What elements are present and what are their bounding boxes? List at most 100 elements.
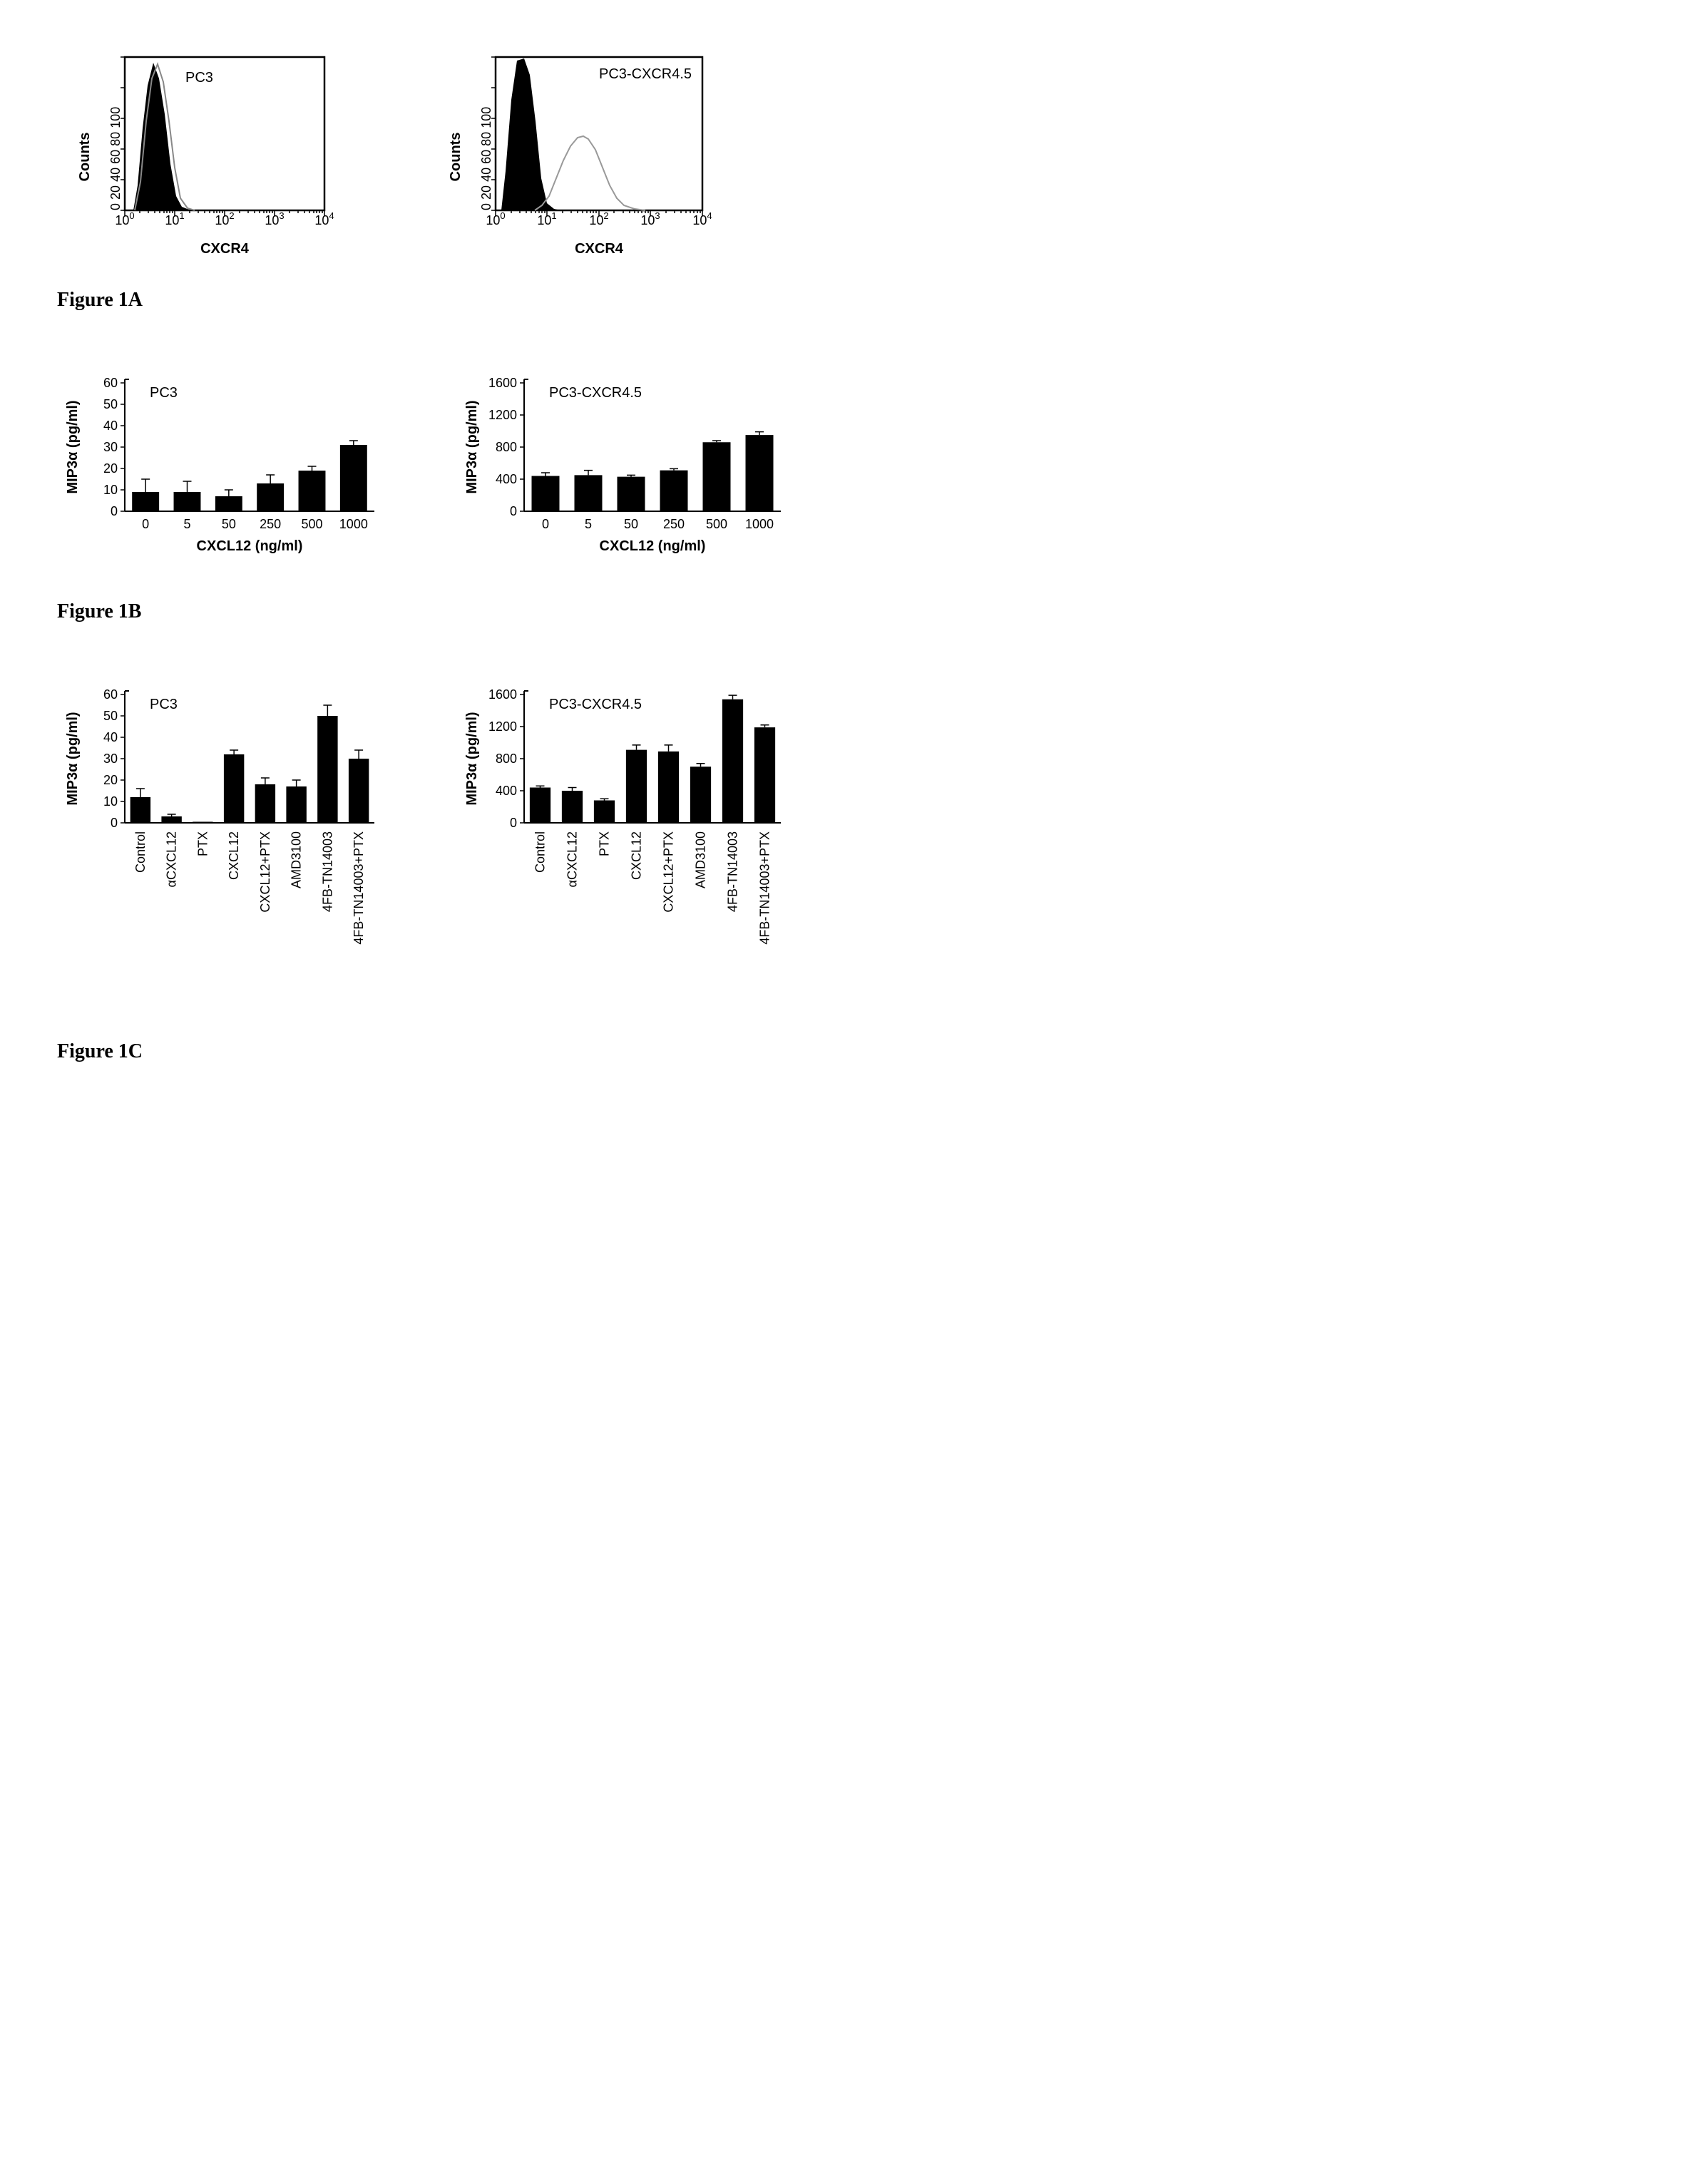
svg-text:0 20 40 60 80 100: 0 20 40 60 80 100: [108, 107, 123, 210]
svg-text:CXCL12: CXCL12: [630, 831, 644, 880]
figure-1b-row: 010203040506005502505001000MIP3α (pg/ml)…: [57, 369, 1633, 586]
svg-text:AMD3100: AMD3100: [694, 831, 708, 888]
bar-chart-pc3-cxcr4-treatments: 0 400 800 1200 1600 Control αCXCL12 PTX CXCL12 CX…: [456, 680, 792, 1022]
figure-1b-label: Figure 1B: [57, 600, 1633, 623]
svg-text:αCXCL12: αCXCL12: [565, 831, 580, 887]
svg-text:50: 50: [103, 397, 118, 411]
svg-text:50: 50: [103, 709, 118, 723]
svg-text:250: 250: [663, 517, 685, 531]
svg-text:1600: 1600: [488, 687, 517, 702]
figure-1a-row: PC3 0 20 40 60 80 100 Counts 100 101 102…: [57, 43, 1633, 275]
svg-text:PTX: PTX: [598, 831, 612, 856]
figure-1c-right-panel: 0 400 800 1200 1600 Control αCXCL12 PTX CXCL12 CX…: [456, 680, 792, 1026]
svg-text:30: 30: [103, 440, 118, 454]
figure-1a-label: Figure 1A: [57, 289, 1633, 312]
svg-text:4FB-TN14003: 4FB-TN14003: [320, 831, 334, 912]
svg-text:Control: Control: [533, 831, 548, 873]
svg-text:0: 0: [542, 517, 549, 531]
svg-text:PC3-CXCR4.5: PC3-CXCR4.5: [549, 385, 642, 401]
figure-1b-left-panel: 0 10 20 30 40 50 60 0 5 50 250 500 1000 MIP3α (pg/ml)…: [57, 369, 385, 586]
svg-text:400: 400: [496, 472, 517, 486]
svg-text:103: 103: [640, 210, 660, 227]
svg-text:500: 500: [706, 517, 727, 531]
svg-text:5: 5: [183, 517, 190, 531]
svg-text:MIP3α (pg/ml): MIP3α (pg/ml): [65, 400, 81, 493]
svg-text:MIP3α (pg/ml): MIP3α (pg/ml): [65, 712, 81, 805]
histogram-pc3: PC3 0 20 40 60 80 100 Counts 100 101 102…: [57, 43, 357, 271]
svg-text:1200: 1200: [488, 408, 517, 422]
svg-text:CXCL12+PTX: CXCL12+PTX: [258, 831, 272, 913]
svg-text:0: 0: [142, 517, 149, 531]
svg-text:101: 101: [165, 210, 184, 227]
svg-text:PC3: PC3: [150, 385, 178, 401]
histogram-title: PC3-CXCR4.5: [599, 66, 692, 82]
svg-text:MIP3α (pg/ml): MIP3α (pg/ml): [464, 400, 480, 493]
svg-text:0: 0: [111, 504, 118, 518]
svg-text:4FB-TN14003: 4FB-TN14003: [726, 831, 740, 912]
svg-text:40: 40: [103, 419, 118, 433]
figure-1c-label: Figure 1C: [57, 1040, 1633, 1063]
svg-text:CXCL12: CXCL12: [227, 831, 241, 880]
svg-text:50: 50: [624, 517, 638, 531]
histogram-title: PC3: [185, 70, 213, 86]
bar-chart-pc3-cxcr4: 0 400 800 1200 1600 0 5 50 250 500 1000 MIP3α (pg/m…: [456, 369, 792, 583]
svg-text:100: 100: [486, 210, 505, 227]
svg-text:103: 103: [265, 210, 284, 227]
svg-text:20: 20: [103, 773, 118, 787]
svg-text:100: 100: [115, 210, 134, 227]
figure-1a-left-panel: PC3 0 20 40 60 80 100 Counts 100 101 102…: [57, 43, 357, 275]
svg-text:CXCL12 (ng/ml): CXCL12 (ng/ml): [600, 538, 706, 554]
svg-text:102: 102: [589, 210, 608, 227]
svg-text:800: 800: [496, 752, 517, 766]
svg-text:60: 60: [103, 376, 118, 390]
svg-text:PTX: PTX: [195, 831, 210, 856]
y-tick-labels: 0 20 40 60 80 100: [108, 107, 123, 210]
svg-text:4FB-TN14003+PTX: 4FB-TN14003+PTX: [352, 831, 366, 945]
svg-text:1000: 1000: [745, 517, 774, 531]
svg-text:50: 50: [222, 517, 236, 531]
svg-text:104: 104: [692, 210, 712, 227]
svg-text:20: 20: [103, 461, 118, 476]
figure-1c-left-panel: 0 10 20 30 40 50 60 Control αCXCL12 PTX CXCL12 CXCL…: [57, 680, 385, 1026]
svg-text:αCXCL12: αCXCL12: [165, 831, 179, 887]
y-axis-label: Counts: [448, 133, 464, 182]
figure-1a-right-panel: PC3-CXCR4.5 0 20 40 60 80 100 Counts 100…: [428, 43, 734, 275]
svg-text:MIP3α (pg/ml): MIP3α (pg/ml): [464, 712, 480, 805]
svg-text:0: 0: [111, 816, 118, 830]
y-axis-label: Counts: [77, 133, 93, 182]
svg-text:10: 10: [103, 483, 118, 497]
svg-text:PC3-CXCR4.5: PC3-CXCR4.5: [549, 697, 642, 712]
svg-text:104: 104: [314, 210, 334, 227]
svg-text:PC3: PC3: [150, 697, 178, 712]
bar-chart-pc3: 0 10 20 30 40 50 60 0 5 50 250 500 1000 MIP3α (pg/ml)…: [57, 369, 385, 583]
x-axis-label: CXCR4: [200, 241, 250, 257]
svg-text:CXCL12 (ng/ml): CXCL12 (ng/ml): [197, 538, 303, 554]
svg-text:101: 101: [537, 210, 556, 227]
svg-text:102: 102: [215, 210, 234, 227]
svg-text:0 20 40 60 80 100: 0 20 40 60 80 100: [479, 107, 493, 210]
svg-text:1600: 1600: [488, 376, 517, 390]
svg-text:1200: 1200: [488, 719, 517, 734]
svg-text:Control: Control: [133, 831, 148, 873]
bar-chart-pc3-treatments: 0 10 20 30 40 50 60 Control αCXCL12 PTX CXCL12 CXCL…: [57, 680, 385, 1022]
svg-text:4FB-TN14003+PTX: 4FB-TN14003+PTX: [758, 831, 772, 945]
svg-text:800: 800: [496, 440, 517, 454]
svg-text:1000: 1000: [339, 517, 368, 531]
svg-text:0: 0: [510, 816, 517, 830]
svg-text:250: 250: [260, 517, 281, 531]
svg-text:AMD3100: AMD3100: [290, 831, 304, 888]
svg-text:5: 5: [585, 517, 592, 531]
svg-text:CXCL12+PTX: CXCL12+PTX: [662, 831, 676, 913]
figure-1b-right-panel: 0 400 800 1200 1600 0 5 50 250 500 1000 MIP3α (pg/m…: [456, 369, 792, 586]
x-axis-label: CXCR4: [575, 241, 624, 257]
histogram-pc3-cxcr4: PC3-CXCR4.5 0 20 40 60 80 100 Counts 100…: [428, 43, 734, 271]
svg-text:0: 0: [510, 504, 517, 518]
figure-1c-row: 0 10 20 30 40 50 60 Control αCXCL12 PTX CXCL12 CXCL…: [57, 680, 1633, 1026]
svg-text:500: 500: [301, 517, 322, 531]
svg-text:30: 30: [103, 752, 118, 766]
y-tick-labels: 0 20 40 60 80 100: [479, 107, 493, 210]
svg-text:40: 40: [103, 730, 118, 744]
svg-text:60: 60: [103, 687, 118, 702]
svg-text:400: 400: [496, 784, 517, 798]
svg-text:10: 10: [103, 794, 118, 809]
